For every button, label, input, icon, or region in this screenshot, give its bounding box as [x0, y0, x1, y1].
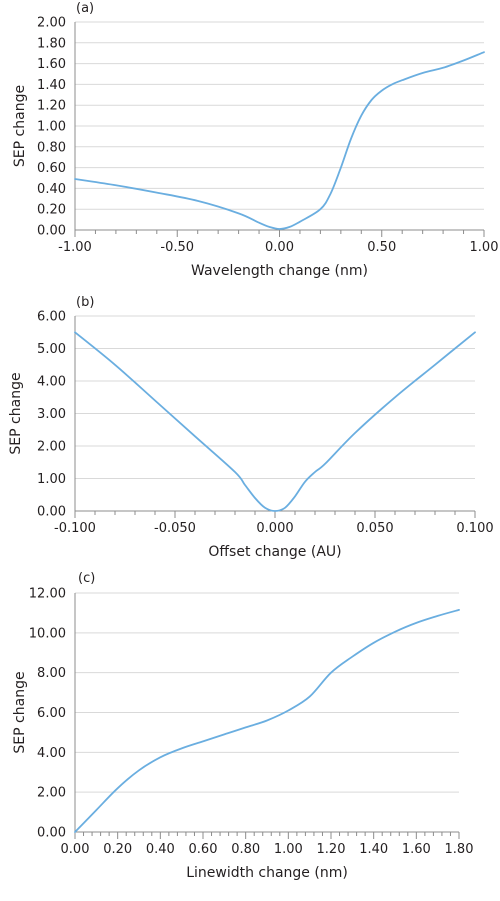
- y-tick-label: 4.00: [37, 746, 66, 761]
- chart-panel-a: 0.00 0.20 0.40 0.60 0.80 1.00 1.20 1.40 1.60 1.80…: [12, 1, 498, 279]
- y-tick-label: 2.00: [37, 786, 66, 801]
- x-tick-label: 1.00: [274, 842, 303, 857]
- x-axis-label: Wavelength change (nm): [191, 263, 368, 279]
- y-tick-label: 5.00: [37, 342, 66, 357]
- x-tick-label: 1.20: [317, 842, 346, 857]
- x-tick-label: 0.40: [146, 842, 175, 857]
- y-tick-label: 8.00: [37, 666, 66, 681]
- x-tick-label: 0.00: [265, 240, 294, 255]
- x-tick-label: -0.100: [54, 521, 96, 536]
- x-tick-label: -0.50: [160, 240, 194, 255]
- x-tick-label: 1.60: [402, 842, 431, 857]
- y-tick-label: 0.00: [37, 224, 66, 239]
- y-tick-label: 0.00: [37, 826, 66, 841]
- y-tick-label: 3.00: [37, 407, 66, 422]
- y-tick-label: 0.60: [37, 161, 66, 176]
- y-tick-label: 10.00: [29, 626, 66, 641]
- chart-panel-c: 0.00 2.00 4.00 6.00 8.00 10.00 12.00 0.00 0.20 0.…: [12, 571, 473, 881]
- y-tick-label: 0.00: [37, 505, 66, 520]
- x-tick-label: 0.20: [103, 842, 132, 857]
- x-tick-label: 0.00: [61, 842, 90, 857]
- y-tick-label: 0.40: [37, 182, 66, 197]
- x-axis-label: Linewidth change (nm): [186, 865, 348, 881]
- y-tick-label: 2.00: [37, 440, 66, 455]
- x-tick-label: 1.40: [359, 842, 388, 857]
- series-line: [74, 609, 460, 833]
- series-line: [74, 331, 476, 512]
- x-tick-label: 0.050: [356, 521, 393, 536]
- x-tick-label: 1.00: [470, 240, 499, 255]
- y-tick-label: 1.00: [37, 472, 66, 487]
- x-tick-label: -0.050: [154, 521, 196, 536]
- series-line: [74, 51, 485, 230]
- y-tick-label: 0.80: [37, 140, 66, 155]
- x-tick-label: 0.100: [456, 521, 493, 536]
- y-tick-label: 1.40: [37, 78, 66, 93]
- y-tick-label: 0.20: [37, 203, 66, 218]
- x-tick-label: 0.50: [367, 240, 396, 255]
- chart-panel-b: 0.00 1.00 2.00 3.00 4.00 5.00 6.00 -0.100 -0.050…: [8, 295, 494, 560]
- panel-label: (a): [76, 1, 94, 16]
- y-axis-label: SEP change: [12, 85, 28, 167]
- panel-label: (c): [78, 571, 95, 586]
- y-tick-label: 12.00: [29, 587, 66, 602]
- x-tick-label: 1.80: [445, 842, 474, 857]
- y-axis-label: SEP change: [12, 671, 28, 753]
- y-tick-label: 1.00: [37, 120, 66, 135]
- x-axis-label: Offset change (AU): [208, 544, 341, 560]
- x-tick-label: 0.80: [231, 842, 260, 857]
- panel-label: (b): [76, 295, 94, 310]
- x-tick-label: 0.60: [189, 842, 218, 857]
- y-tick-label: 1.20: [37, 99, 66, 114]
- x-tick-label: -1.00: [58, 240, 92, 255]
- x-tick-label: 0.000: [256, 521, 293, 536]
- y-tick-label: 6.00: [37, 706, 66, 721]
- y-tick-label: 6.00: [37, 310, 66, 325]
- y-axis-label: SEP change: [8, 372, 24, 454]
- y-tick-label: 4.00: [37, 375, 66, 390]
- y-tick-label: 1.60: [37, 57, 66, 72]
- y-tick-label: 1.80: [37, 36, 66, 51]
- y-tick-label: 2.00: [37, 16, 66, 31]
